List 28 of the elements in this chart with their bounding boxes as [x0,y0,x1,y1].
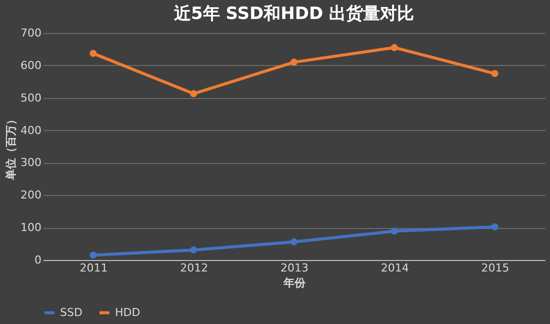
y-tick-label: 700 [20,26,42,40]
point [190,246,198,254]
y-tick-label: 0 [34,254,42,266]
y-tick-label: 600 [20,58,42,72]
legend-label: SSD [60,306,82,319]
point [90,50,97,57]
y-tick-label: 100 [20,221,42,234]
y-tick-label: 200 [20,188,42,202]
x-tick-label: 2013 [280,262,308,274]
y-tick-label: 400 [20,124,42,137]
x-axis-title: 年份 [282,276,306,290]
y-tick-label: 300 [20,156,42,170]
point [491,223,498,230]
point [390,228,398,235]
point [390,44,398,52]
point [290,58,298,66]
point [190,90,198,98]
y-axis-title: 单位（百万） [4,114,18,181]
y-tick-label: 500 [20,91,42,104]
chart-title: 近5年 SSD和HDD 出货量对比 [173,4,414,24]
x-tick-label: 2011 [80,262,108,274]
x-tick-label: 2015 [481,262,510,274]
point [491,70,498,78]
point [290,238,298,246]
x-tick-label: 2012 [180,262,208,274]
x-tick-label: 2014 [380,262,409,274]
point [90,252,97,259]
legend-label: HDD [115,306,140,319]
